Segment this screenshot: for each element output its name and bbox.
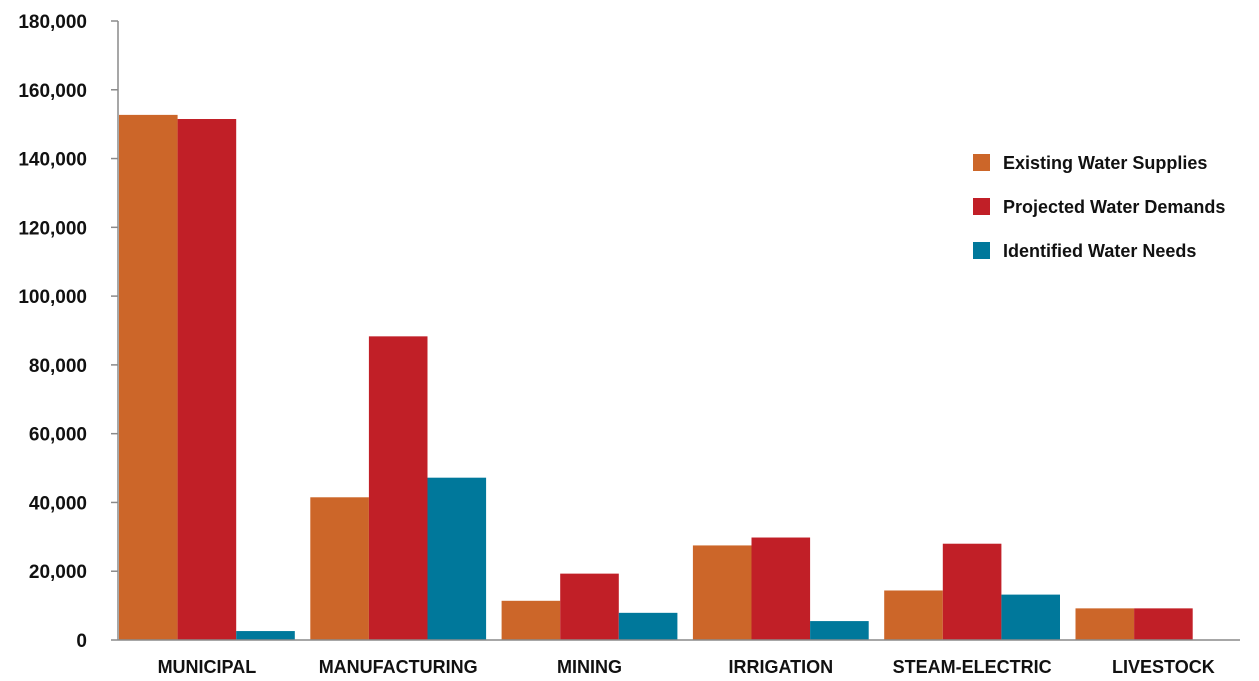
bar	[618, 612, 678, 640]
x-tick-label: IRRIGATION	[728, 657, 833, 677]
bar	[560, 573, 619, 640]
y-tick-label: 180,000	[18, 12, 87, 33]
bar	[810, 621, 869, 640]
y-tick-label: 160,000	[18, 81, 87, 102]
legend-swatch	[973, 242, 990, 259]
bar	[368, 336, 428, 640]
y-tick-label: 20,000	[29, 562, 87, 583]
bar	[751, 537, 811, 640]
bar	[177, 119, 237, 641]
bar	[1075, 608, 1135, 640]
bar	[427, 477, 487, 640]
x-tick-label: MANUFACTURING	[319, 657, 478, 677]
bars	[119, 114, 1193, 641]
y-tick-label: 140,000	[18, 150, 87, 171]
x-tick-label: STEAM-ELECTRIC	[893, 657, 1052, 677]
y-tick-label: 100,000	[18, 287, 87, 308]
x-tick-label: MINING	[557, 657, 622, 677]
bar	[692, 545, 752, 640]
legend-label: Projected Water Demands	[1003, 197, 1225, 217]
bar	[119, 114, 178, 641]
y-tick-label: 80,000	[29, 356, 87, 377]
bar	[236, 631, 295, 640]
bar	[942, 543, 1002, 640]
bar	[501, 600, 561, 640]
y-tick-label: 60,000	[29, 425, 87, 446]
legend-swatch	[973, 198, 990, 215]
bar	[310, 497, 369, 640]
legend: Existing Water Supplies Projected Water D…	[973, 153, 1225, 261]
y-tick-label: 40,000	[29, 493, 87, 514]
x-tick-label: MUNICIPAL	[158, 657, 257, 677]
y-axis-ticks: 0 20,000 40,000 60,000 80,000 100,000 120,000 1…	[18, 12, 118, 652]
legend-swatch	[973, 154, 990, 171]
y-tick-label: 0	[76, 631, 87, 652]
bar	[1001, 594, 1060, 640]
axes	[117, 21, 1240, 641]
x-axis-labels: MUNICIPAL MANUFACTURING MINING IRRIGATION ST…	[158, 657, 1215, 677]
legend-label: Existing Water Supplies	[1003, 153, 1207, 173]
legend-label: Identified Water Needs	[1003, 241, 1196, 261]
bar	[1134, 608, 1193, 640]
y-tick-label: 120,000	[18, 218, 87, 239]
bar	[884, 590, 943, 640]
x-tick-label: LIVESTOCK	[1112, 657, 1215, 677]
